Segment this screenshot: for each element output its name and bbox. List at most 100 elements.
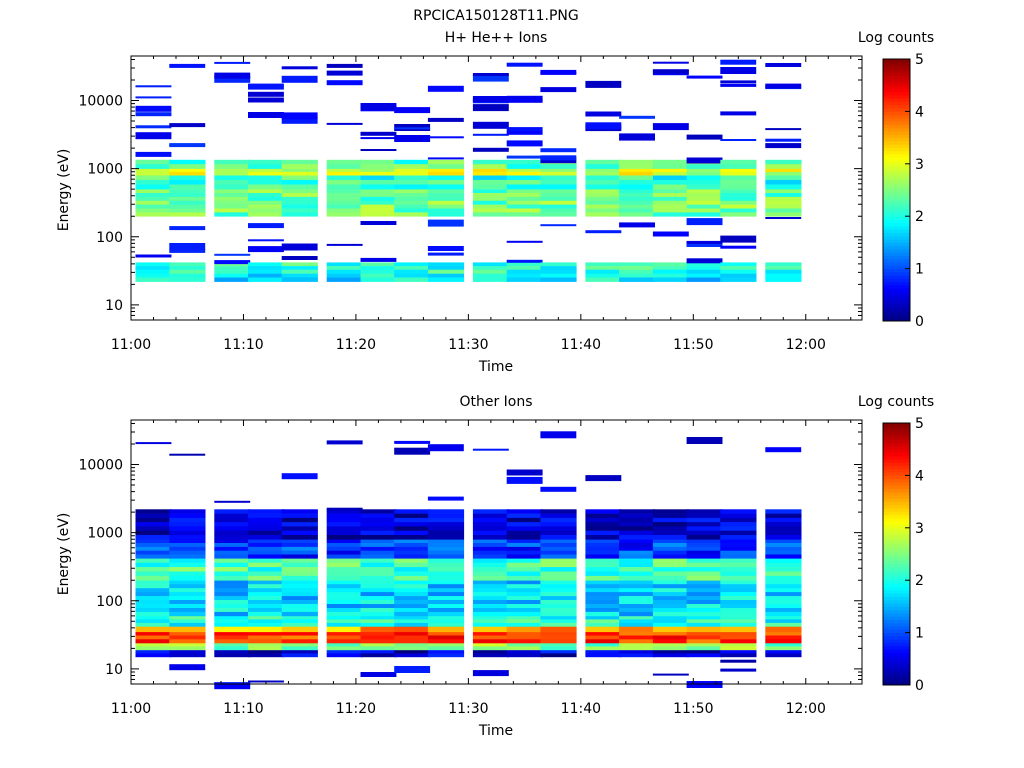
heatmap-cell bbox=[248, 171, 285, 176]
heatmap-cell bbox=[326, 164, 363, 169]
heatmap-cell bbox=[472, 133, 509, 136]
heatmap-cell bbox=[720, 608, 757, 613]
heatmap-cell bbox=[686, 164, 723, 169]
heatmap-cell bbox=[169, 453, 206, 456]
heatmap-cell bbox=[326, 80, 363, 86]
colorbar-step bbox=[883, 573, 910, 578]
heatmap-cell bbox=[506, 208, 543, 213]
heatmap-cell bbox=[540, 517, 577, 523]
heatmap-cell bbox=[214, 575, 251, 581]
heatmap-cell bbox=[765, 619, 802, 624]
heatmap-cell bbox=[394, 622, 431, 627]
heatmap-cell bbox=[169, 550, 206, 555]
heatmap-cell bbox=[506, 159, 543, 165]
heatmap-cell bbox=[427, 157, 464, 160]
heatmap-cell bbox=[540, 212, 577, 217]
heatmap-cell bbox=[765, 611, 802, 617]
heatmap-cell bbox=[394, 619, 431, 624]
heatmap-cell bbox=[506, 626, 543, 633]
heatmap-cell bbox=[540, 575, 577, 581]
heatmap-cell bbox=[765, 558, 802, 563]
heatmap-cell bbox=[472, 526, 510, 531]
heatmap-cell bbox=[472, 277, 510, 282]
colorbar-step bbox=[883, 147, 910, 152]
heatmap-cell bbox=[720, 168, 757, 173]
heatmap-cell bbox=[394, 575, 431, 581]
heatmap-cell bbox=[686, 626, 723, 633]
heatmap-cell bbox=[472, 184, 510, 190]
heatmap-cell bbox=[427, 444, 464, 452]
heatmap-cell bbox=[765, 164, 802, 169]
colorbar-step bbox=[883, 196, 910, 201]
heatmap-cell bbox=[281, 649, 318, 654]
heatmap-cell bbox=[765, 596, 802, 601]
heatmap-cell bbox=[427, 273, 465, 278]
heatmap-cell bbox=[652, 639, 690, 644]
colorbar-step bbox=[883, 596, 910, 601]
heatmap-cell bbox=[135, 635, 172, 640]
heatmap-cell bbox=[585, 175, 622, 181]
colorbar-step bbox=[883, 222, 910, 227]
heatmap-cell bbox=[394, 608, 431, 613]
heatmap-cell bbox=[472, 513, 510, 519]
heatmap-cell bbox=[394, 208, 431, 213]
heatmap-cell bbox=[472, 168, 510, 173]
heatmap-cell bbox=[394, 635, 431, 640]
heatmap-cell bbox=[619, 539, 656, 544]
heatmap-cell bbox=[619, 584, 656, 589]
heatmap-cell bbox=[765, 530, 802, 536]
heatmap-cell bbox=[281, 580, 318, 585]
heatmap-cell bbox=[427, 269, 465, 274]
heatmap-cell bbox=[619, 530, 656, 536]
heatmap-cell bbox=[214, 558, 251, 563]
heatmap-cell bbox=[281, 526, 318, 531]
heatmap-cell bbox=[506, 554, 543, 559]
heatmap-cell bbox=[765, 168, 802, 173]
heatmap-cell bbox=[585, 562, 622, 568]
heatmap-cell bbox=[540, 626, 577, 633]
heatmap-cell bbox=[326, 584, 363, 589]
heatmap-cell bbox=[360, 103, 397, 110]
heatmap-cell bbox=[248, 246, 284, 253]
heatmap-cell bbox=[765, 539, 802, 544]
heatmap-cell bbox=[540, 550, 577, 555]
heatmap-cell bbox=[326, 184, 363, 190]
heatmap-cell bbox=[169, 226, 206, 231]
heatmap-cell bbox=[585, 230, 622, 234]
heatmap-cell bbox=[686, 596, 723, 601]
heatmap-cell bbox=[326, 604, 363, 609]
heatmap-cell bbox=[394, 639, 431, 644]
colorbar-step bbox=[883, 186, 910, 191]
heatmap-cell bbox=[394, 666, 431, 673]
heatmap-cell bbox=[427, 200, 465, 205]
heatmap-cell bbox=[619, 277, 656, 282]
heatmap-cell bbox=[652, 546, 690, 551]
heatmap-cell bbox=[686, 208, 723, 213]
heatmap-cell bbox=[360, 200, 397, 205]
heatmap-cell bbox=[214, 554, 251, 559]
heatmap-cell bbox=[326, 622, 363, 627]
colorbar-tick-label: 3 bbox=[915, 157, 924, 173]
heatmap-cell bbox=[619, 196, 656, 202]
colorbar-step bbox=[883, 108, 910, 112]
heatmap-cell bbox=[214, 649, 251, 654]
heatmap-cell bbox=[135, 567, 172, 572]
heatmap-cell bbox=[135, 262, 172, 267]
heatmap-cell bbox=[506, 592, 543, 597]
heatmap-cell bbox=[540, 631, 577, 636]
heatmap-cell bbox=[427, 85, 464, 92]
heatmap-cell bbox=[394, 200, 431, 205]
heatmap-cell bbox=[472, 575, 510, 581]
colorbar-step bbox=[883, 307, 910, 312]
heatmap-cell bbox=[214, 615, 251, 620]
heatmap-cell bbox=[540, 596, 577, 601]
heatmap-cell bbox=[248, 212, 285, 217]
heatmap-cell bbox=[214, 571, 251, 577]
heatmap-cell bbox=[427, 277, 465, 282]
heatmap-cell bbox=[585, 643, 622, 647]
heatmap-cell bbox=[169, 513, 206, 519]
heatmap-cell bbox=[281, 171, 318, 176]
heatmap-cell bbox=[135, 266, 172, 271]
colorbar-step bbox=[883, 665, 910, 670]
heatmap-cell bbox=[585, 204, 622, 209]
